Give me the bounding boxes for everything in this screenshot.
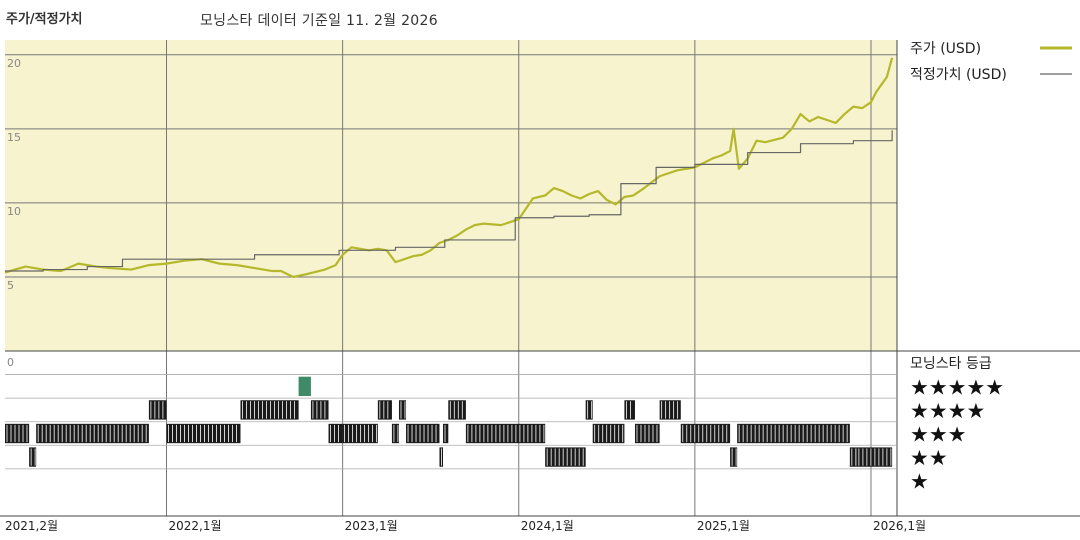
star-labels: ★★★★★★★★★★★★★★★ — [910, 375, 1004, 493]
rating-bars — [5, 376, 893, 467]
rating-bar — [680, 423, 731, 444]
legend: 주가 (USD) 적정가치 (USD) — [910, 41, 1072, 83]
star-label-2: ★★ — [910, 446, 948, 470]
price-y-tick-label: 15 — [7, 131, 21, 144]
rating-bar — [465, 423, 546, 444]
star-label-5: ★★★★★ — [910, 375, 1004, 399]
rating-bar — [391, 423, 399, 444]
rating-bar — [592, 423, 625, 444]
star-label-4: ★★★★ — [910, 399, 985, 423]
rating-bar — [148, 400, 167, 420]
rating-bar — [624, 400, 635, 420]
chart-title: 주가/적정가치 — [6, 12, 83, 27]
chart-subtitle: 모닝스타 데이터 기준일 11. 2월 2026 — [200, 13, 438, 29]
fair-value-series-line — [5, 130, 893, 272]
price-y-tick-label: 5 — [7, 279, 14, 292]
legend-fair-label: 적정가치 (USD) — [910, 67, 1007, 83]
price-y-tick-label: 10 — [7, 205, 21, 218]
rating-bar — [240, 400, 299, 420]
rating-y-tick-0: 0 — [7, 356, 14, 369]
price-series-line — [4, 57, 894, 279]
x-tick-label: 2021,2월 — [5, 519, 58, 533]
legend-price-label: 주가 (USD) — [910, 41, 981, 57]
rating-bar — [585, 400, 593, 420]
rating-grid — [5, 374, 897, 470]
rating-bar — [443, 423, 449, 444]
rating-bar — [659, 400, 681, 420]
rating-bar — [377, 400, 392, 420]
rating-bar — [328, 423, 343, 444]
rating-bar — [310, 400, 329, 420]
rating-bar — [737, 423, 850, 444]
rating-bar — [5, 423, 30, 444]
x-tick-label: 2023,1월 — [345, 519, 398, 533]
rating-bar — [406, 423, 440, 444]
price-y-ticks: 5 10 15 20 — [7, 57, 21, 292]
rating-bar — [398, 400, 407, 420]
x-tick-label: 2024,1월 — [521, 519, 574, 533]
rating-bar — [448, 400, 466, 420]
rating-bar — [166, 423, 241, 444]
price-y-tick-label: 20 — [7, 57, 21, 70]
series-layer — [4, 57, 894, 279]
rating-bar — [730, 447, 738, 467]
x-axis-ticks: 2021,2월 2022,1월 2023,1월 2024,1월 2025,1월 2026,… — [5, 519, 926, 533]
rating-bar — [29, 447, 37, 467]
x-tick-label: 2026,1월 — [873, 519, 926, 533]
rating-title: 모닝스타 등급 — [910, 356, 992, 372]
star-label-3: ★★★ — [910, 423, 966, 447]
rating-bar — [36, 423, 149, 444]
rating-bar — [634, 423, 660, 444]
star-label-1: ★ — [910, 470, 929, 494]
rating-bar — [849, 447, 857, 467]
x-tick-label: 2025,1월 — [697, 519, 750, 533]
rating-bar — [298, 376, 311, 397]
price-panel — [5, 40, 897, 351]
x-tick-label: 2022,1월 — [169, 519, 222, 533]
price-grid — [5, 54, 897, 278]
